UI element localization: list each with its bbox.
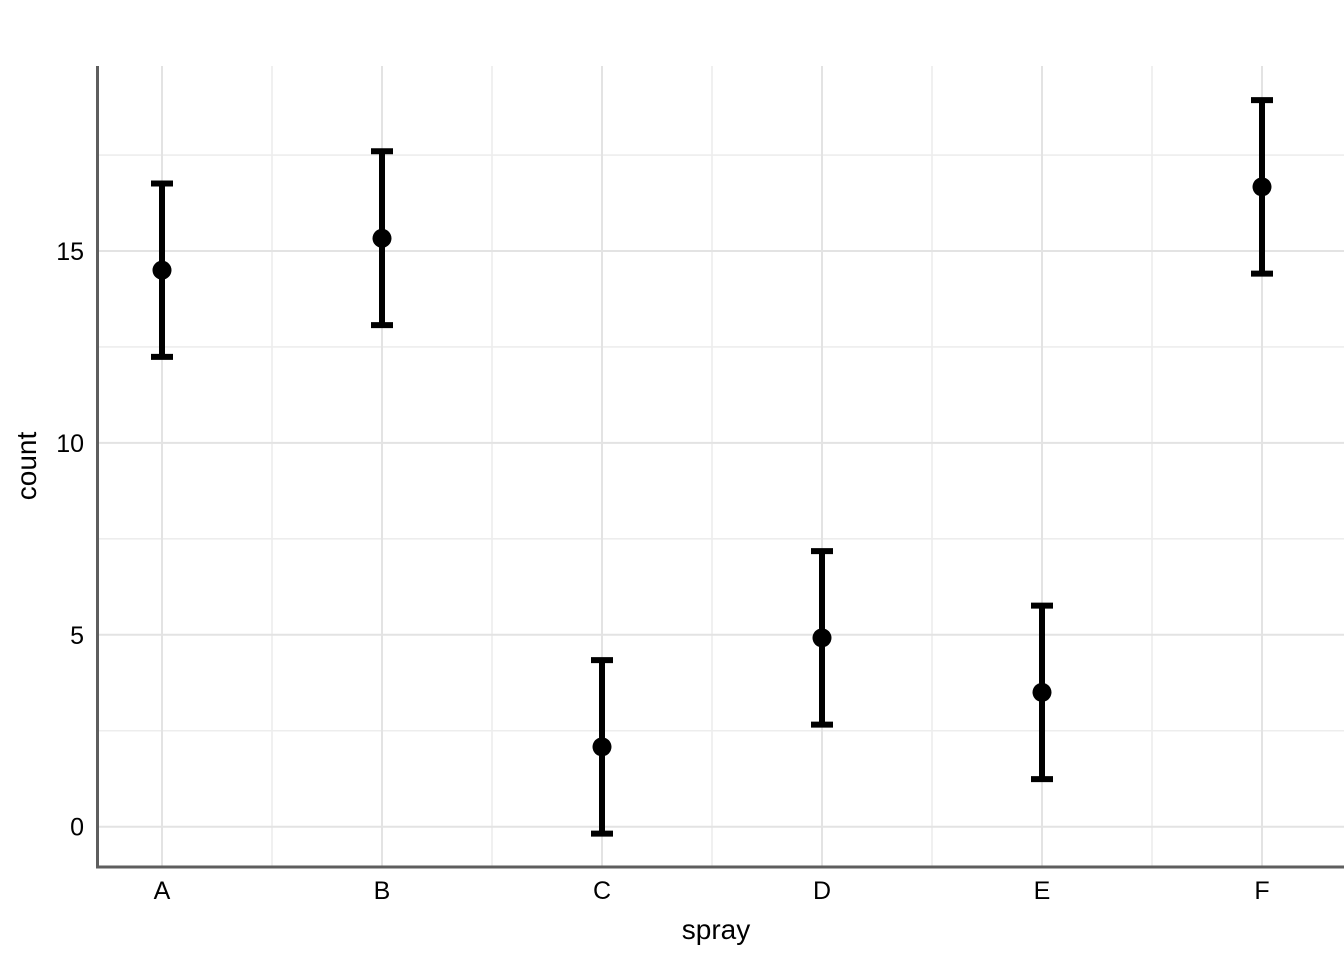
mean-point-D	[812, 628, 832, 648]
y-tick-label: 10	[56, 430, 84, 458]
mean-point-C	[592, 737, 612, 757]
mean-point-E	[1032, 682, 1052, 702]
x-tick-label: B	[374, 877, 391, 905]
x-tick-label: A	[154, 877, 171, 905]
x-tick-label: E	[1034, 877, 1051, 905]
x-tick-label: C	[593, 877, 611, 905]
mean-point-F	[1252, 177, 1272, 197]
x-tick-label: D	[813, 877, 831, 905]
y-tick-label: 0	[70, 814, 84, 842]
y-tick-label: 5	[70, 622, 84, 650]
x-tick-label: F	[1254, 877, 1269, 905]
x-axis-title: spray	[681, 914, 751, 945]
mean-point-A	[152, 260, 172, 280]
y-tick-label: 15	[56, 238, 84, 266]
y-axis-title: count	[11, 431, 42, 501]
mean-point-B	[372, 228, 392, 248]
